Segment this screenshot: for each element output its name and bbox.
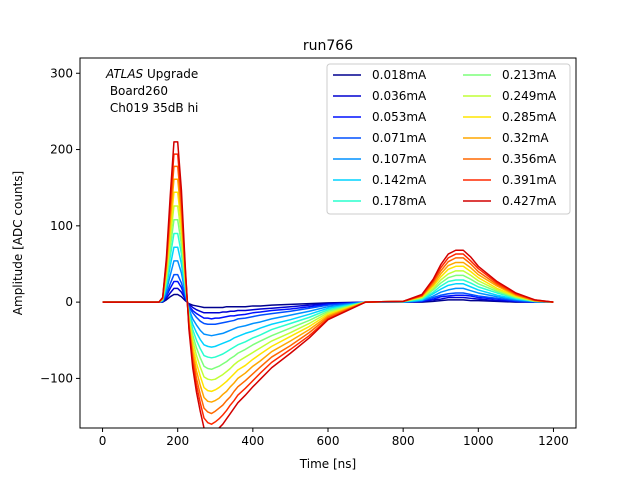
- series-line: [102, 205, 554, 381]
- annotation-line-3: Ch019 35dB hi: [106, 101, 198, 115]
- legend-label: 0.213mA: [502, 68, 557, 82]
- legend-label: 0.071mA: [372, 131, 427, 145]
- legend-label: 0.053mA: [372, 110, 427, 124]
- series-line: [102, 232, 554, 359]
- legend-label: 0.107mA: [372, 152, 427, 166]
- legend: 0.018mA 0.036mA 0.053mA 0.071mA 0.107mA 0.142…: [326, 63, 571, 215]
- legend-label: 0.249mA: [502, 89, 557, 103]
- x-ticks: 0 200 400 600 800 1000 1200: [99, 428, 569, 448]
- legend-label: 0.178mA: [372, 194, 427, 208]
- x-tick-label: 1200: [538, 434, 569, 448]
- x-tick-label: 0: [99, 434, 107, 448]
- legend-label: 0.142mA: [372, 173, 427, 187]
- series-line: [102, 287, 554, 314]
- series-line: [102, 191, 554, 393]
- legend-box: [326, 63, 571, 215]
- annotation-line-1: ATLAS Upgrade: [105, 67, 198, 81]
- legend-label: 0.036mA: [372, 89, 427, 103]
- series-line: [102, 260, 554, 337]
- x-tick-label: 600: [317, 434, 340, 448]
- x-tick-label: 800: [392, 434, 415, 448]
- x-tick-label: 200: [166, 434, 189, 448]
- legend-label: 0.391mA: [502, 173, 557, 187]
- annotation-line-2: Board260: [106, 84, 168, 98]
- series-line: [102, 153, 554, 425]
- x-tick-label: 400: [241, 434, 264, 448]
- series-line: [102, 165, 554, 415]
- legend-label: 0.32mA: [502, 131, 549, 145]
- series-line: [102, 280, 554, 320]
- y-tick-label: 100: [50, 219, 73, 233]
- series-line: [102, 246, 554, 348]
- y-ticks: −100 0 100 200 300: [40, 66, 80, 385]
- legend-label: 0.285mA: [502, 110, 557, 124]
- series-layer: [102, 141, 554, 428]
- y-tick-label: 0: [65, 295, 73, 309]
- y-tick-label: 200: [50, 143, 73, 157]
- legend-label: 0.018mA: [372, 68, 427, 82]
- upgrade-label: Upgrade: [143, 67, 198, 81]
- x-axis-label: Time [ns]: [299, 457, 356, 471]
- legend-label: 0.356mA: [502, 152, 557, 166]
- series-line: [102, 141, 554, 428]
- chart-title: run766: [303, 38, 353, 54]
- series-line: [102, 273, 554, 325]
- series-line: [102, 218, 554, 371]
- series-line: [102, 178, 554, 403]
- series-line: [102, 293, 554, 309]
- x-tick-label: 1000: [463, 434, 494, 448]
- y-tick-label: −100: [40, 371, 73, 385]
- legend-label: 0.427mA: [502, 194, 557, 208]
- atlas-label: ATLAS: [105, 67, 144, 81]
- y-axis-label: Amplitude [ADC counts]: [11, 171, 25, 315]
- y-tick-label: 300: [50, 66, 73, 80]
